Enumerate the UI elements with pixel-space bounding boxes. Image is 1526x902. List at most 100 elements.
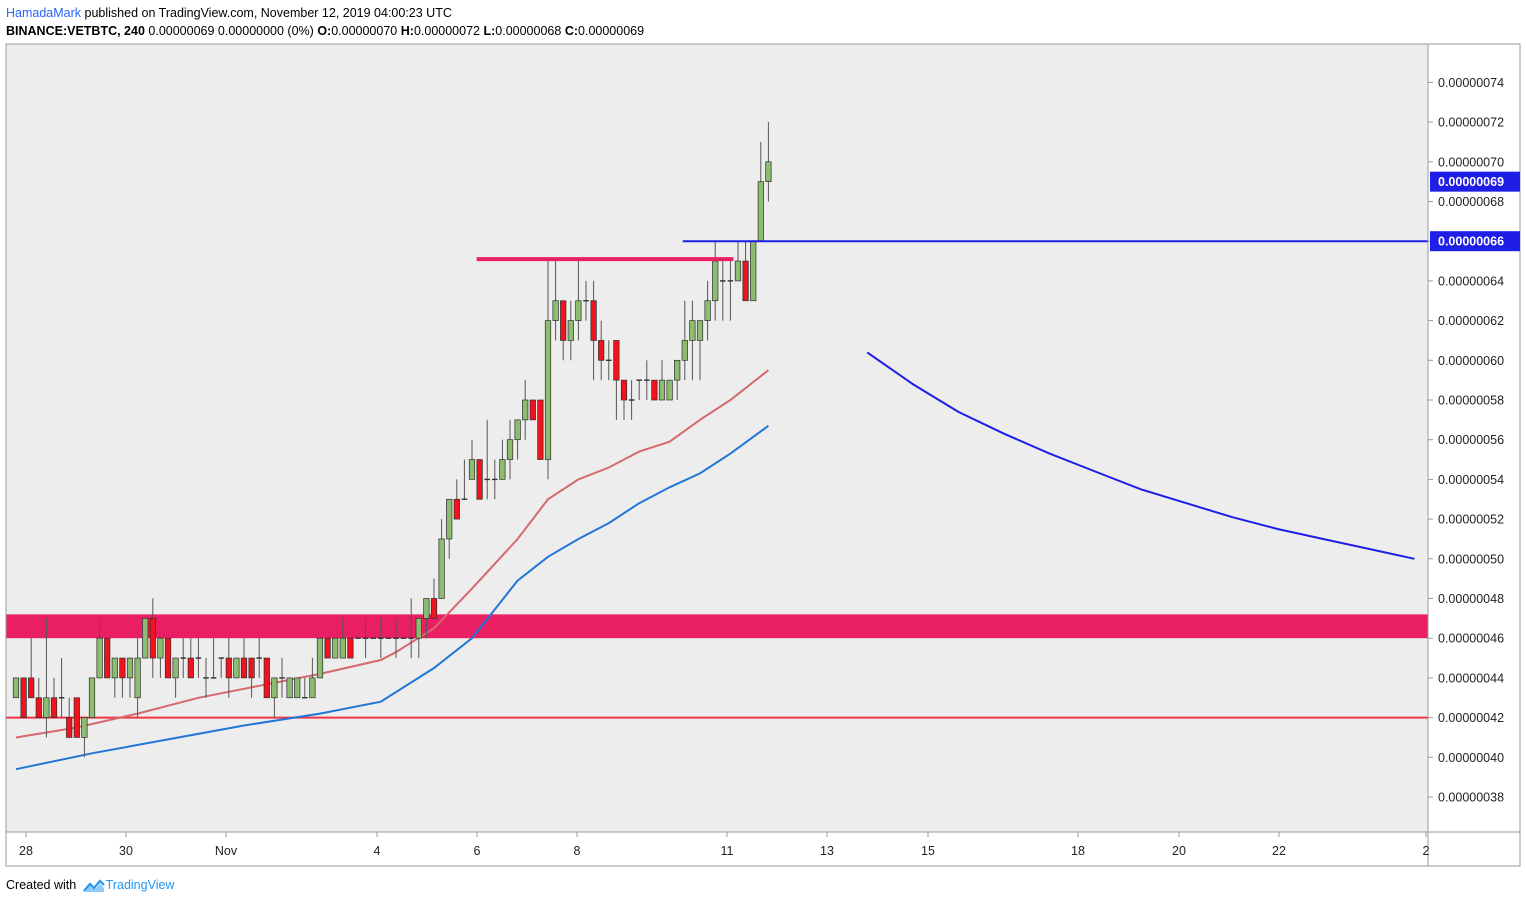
author-link[interactable]: HamadaMark xyxy=(6,6,82,20)
candle-body xyxy=(765,161,772,183)
candle-body xyxy=(104,637,111,679)
candle xyxy=(468,439,476,480)
candle xyxy=(628,380,635,420)
candle xyxy=(149,598,156,678)
candle-body xyxy=(453,498,460,520)
ema-slow-line xyxy=(15,424,769,771)
candle-body xyxy=(696,320,704,341)
price-axis[interactable]: 0.00000038 0.00000040 0.00000042 0.00000044… xyxy=(1428,76,1520,805)
candle xyxy=(164,637,172,679)
ema-fast-line xyxy=(15,369,770,739)
candle-body xyxy=(430,598,438,619)
candle-body xyxy=(689,320,696,341)
footer: Created with TradingView xyxy=(6,876,174,894)
candle xyxy=(126,657,134,698)
candle xyxy=(240,638,248,679)
candle xyxy=(104,637,111,679)
candles-layer xyxy=(12,122,772,758)
candle-body xyxy=(757,181,764,242)
candle xyxy=(742,241,749,302)
candle xyxy=(362,618,369,659)
candle-body xyxy=(468,459,476,480)
candle-body xyxy=(149,617,156,659)
candle xyxy=(339,618,346,659)
ema-layer xyxy=(15,369,770,771)
candle xyxy=(35,677,42,718)
candle xyxy=(689,300,696,381)
candle-body xyxy=(316,637,324,679)
price-tick-label: 0.00000048 xyxy=(1438,592,1504,606)
candle-body xyxy=(506,439,514,460)
chart-header: HamadaMark published on TradingView.com,… xyxy=(6,4,1516,40)
price-tick-label: 0.00000072 xyxy=(1438,116,1504,130)
candle-body xyxy=(225,657,232,679)
candle xyxy=(195,638,202,678)
low-value: 0.00000068 xyxy=(495,24,562,38)
candle xyxy=(316,637,324,679)
candle xyxy=(393,618,399,659)
candle xyxy=(644,360,650,400)
candle-body xyxy=(620,379,628,401)
candle-body xyxy=(704,300,711,321)
candle-body xyxy=(575,300,582,321)
candle xyxy=(529,399,536,421)
candle xyxy=(271,677,278,718)
candle-body xyxy=(552,300,559,321)
candle-body xyxy=(339,637,346,659)
candle-body xyxy=(658,379,666,401)
candle xyxy=(567,300,574,361)
candle-body xyxy=(263,657,270,699)
candle xyxy=(446,498,453,559)
candle-body xyxy=(742,260,749,302)
candle xyxy=(696,320,704,381)
candle xyxy=(408,598,414,659)
candle xyxy=(263,657,270,699)
candle-body xyxy=(119,657,126,679)
tradingview-brand-link[interactable]: TradingView xyxy=(105,878,175,892)
candle xyxy=(537,399,544,460)
candle xyxy=(50,677,58,718)
candle-body xyxy=(187,657,194,679)
projection-curve xyxy=(866,351,1415,560)
price-tick-label: 0.00000056 xyxy=(1438,433,1504,447)
time-tick-label: 13 xyxy=(820,844,834,858)
open-label: O: xyxy=(317,24,332,38)
candle xyxy=(651,379,658,401)
tradingview-logo-icon xyxy=(82,879,105,892)
candle xyxy=(66,697,73,738)
candle xyxy=(522,380,529,440)
candle xyxy=(727,261,734,321)
candle-body xyxy=(164,637,172,679)
candle xyxy=(750,240,757,302)
candle xyxy=(560,300,567,361)
candle xyxy=(590,280,597,381)
candle xyxy=(613,340,620,420)
candle xyxy=(430,578,438,619)
candle-body xyxy=(50,697,58,718)
candle xyxy=(111,657,118,698)
price-tick-label: 0.00000054 xyxy=(1438,473,1504,487)
candle-body xyxy=(134,657,141,699)
candle-body xyxy=(681,340,688,361)
candle-body xyxy=(324,637,331,659)
candle xyxy=(157,637,164,678)
candle-body xyxy=(476,459,483,500)
candle-body xyxy=(126,657,134,679)
candle xyxy=(492,459,498,500)
time-axis[interactable]: 28 30 Nov 4 6 8 11 13 15 18 20 22 2 xyxy=(19,832,1430,858)
price-tick-label: 0.00000046 xyxy=(1438,632,1504,646)
time-tick-label: 15 xyxy=(921,844,935,858)
candle-body xyxy=(294,677,301,699)
candle-body xyxy=(674,359,681,381)
time-tick-label: 6 xyxy=(474,844,481,858)
candle-body xyxy=(73,697,80,738)
candle xyxy=(73,697,80,738)
candle-body xyxy=(712,260,719,302)
candle-body xyxy=(81,717,88,738)
chart-plot-area[interactable] xyxy=(6,44,1428,832)
candle-body xyxy=(172,657,179,679)
price-tick-label: 0.00000052 xyxy=(1438,513,1504,527)
candle-body xyxy=(423,598,430,619)
candle-body xyxy=(537,399,544,460)
